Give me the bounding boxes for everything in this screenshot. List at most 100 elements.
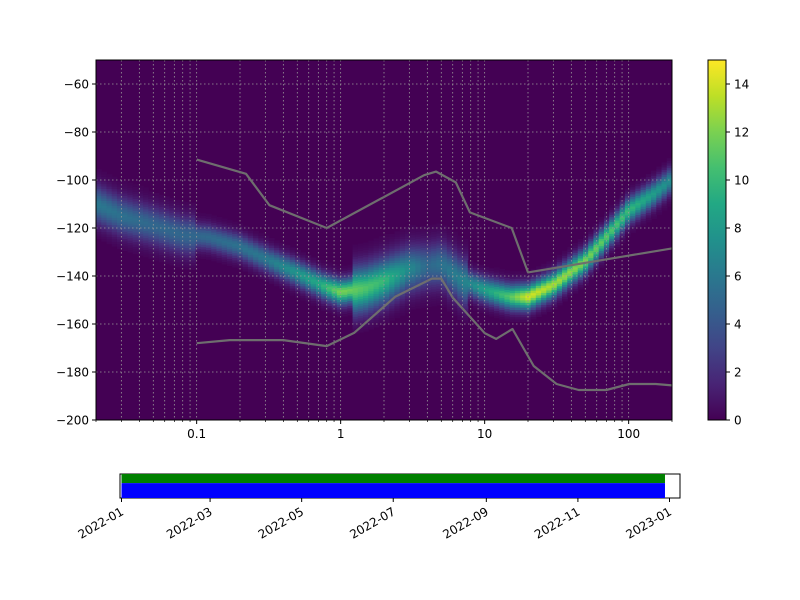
density-cell: [101, 205, 108, 209]
density-cell: [562, 281, 568, 285]
density-cell: [127, 247, 134, 251]
density-cell: [656, 195, 663, 199]
density-cell: [499, 302, 506, 306]
density-cell: [431, 233, 437, 237]
density-cell: [546, 285, 553, 289]
density-cell: [221, 235, 228, 239]
density-cell: [300, 252, 307, 256]
y-tick-label: −100: [56, 174, 89, 188]
density-cell: [562, 277, 568, 280]
density-cell: [478, 269, 485, 273]
density-cell: [530, 285, 537, 289]
density-cell: [630, 213, 636, 217]
density-cell: [399, 272, 406, 275]
density-cell: [373, 257, 380, 261]
density-cell: [96, 186, 102, 189]
density-cell: [326, 269, 333, 273]
density-cell: [541, 278, 547, 281]
density-cell: [514, 273, 521, 277]
density-cell: [101, 190, 108, 194]
density-cell: [111, 229, 118, 233]
density-cell: [289, 292, 296, 296]
density-cell: [551, 301, 558, 305]
density-cell: [452, 279, 458, 283]
density-cell: [530, 280, 537, 284]
density-cell: [169, 229, 176, 233]
density-cell: [321, 267, 327, 271]
density-cell: [551, 263, 558, 267]
density-cell: [357, 279, 364, 283]
density-cell: [535, 311, 542, 315]
density-cell: [441, 230, 448, 234]
density-cell: [200, 241, 207, 245]
density-cell: [148, 234, 155, 238]
density-cell: [357, 293, 364, 297]
density-cell: [588, 272, 595, 275]
density-cell: [598, 216, 605, 220]
density-cell: [410, 256, 417, 260]
density-cell: [289, 276, 296, 279]
density-cell: [389, 245, 396, 249]
density-cell: [284, 290, 291, 294]
density-cell: [158, 259, 165, 263]
density-cell: [577, 258, 584, 261]
density-cell: [258, 235, 265, 239]
density-cell: [116, 195, 123, 199]
density-cell: [116, 183, 123, 187]
density-cell: [645, 202, 652, 206]
density-cell: [520, 276, 526, 279]
density-cell: [279, 259, 286, 263]
density-cell: [101, 231, 108, 235]
density-cell: [462, 253, 469, 257]
density-cell: [127, 192, 134, 196]
density-cell: [211, 246, 218, 250]
density-cell: [457, 307, 464, 311]
density-cell: [111, 210, 118, 214]
density-cell: [572, 257, 579, 261]
density-cell: [101, 186, 108, 189]
density-cell: [232, 262, 238, 266]
density-cell: [389, 286, 396, 290]
density-cell: [357, 298, 364, 302]
density-cell: [247, 240, 254, 243]
density-cell: [122, 217, 129, 220]
density-cell: [514, 316, 521, 320]
density-cell: [190, 257, 197, 261]
density-cell: [572, 252, 579, 256]
density-cell: [122, 183, 129, 187]
density-cell: [593, 266, 600, 269]
density-cell: [582, 244, 589, 248]
density-cell: [221, 247, 228, 251]
density-cell: [153, 212, 160, 215]
density-cell: [352, 321, 359, 325]
density-cell: [174, 245, 181, 249]
density-cell: [530, 309, 537, 313]
density-cell: [635, 207, 642, 211]
density-cell: [619, 218, 626, 222]
density-cell: [514, 295, 521, 298]
density-cell: [483, 298, 490, 301]
density-cell: [190, 264, 197, 268]
y-tick-label: −180: [56, 366, 89, 380]
density-cell: [373, 267, 380, 270]
density-cell: [431, 267, 437, 271]
y-tick-label: −120: [56, 222, 89, 236]
density-cell: [410, 258, 417, 262]
density-cell: [342, 311, 348, 315]
density-cell: [106, 210, 113, 213]
density-cell: [211, 244, 218, 247]
density-cell: [582, 239, 589, 243]
density-cell: [446, 229, 453, 233]
density-cell: [394, 248, 401, 251]
density-cell: [258, 259, 265, 263]
density-cell: [200, 229, 207, 233]
density-cell: [315, 281, 322, 285]
density-cell: [588, 267, 595, 271]
density-cell: [352, 294, 359, 298]
density-cell: [326, 308, 333, 311]
density-cell: [452, 269, 458, 273]
density-cell: [399, 305, 406, 309]
density-cell: [378, 269, 385, 273]
density-cell: [164, 227, 170, 231]
density-cell: [111, 198, 118, 202]
